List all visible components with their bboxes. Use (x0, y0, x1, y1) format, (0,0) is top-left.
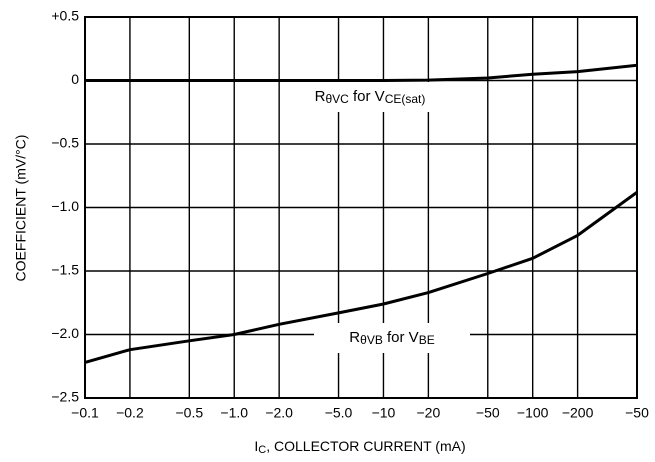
x-tick-label: −10 (372, 405, 396, 421)
x-axis-label-part: , COLLECTOR CURRENT (mA) (266, 438, 465, 454)
y-tick-label: 0 (71, 71, 79, 87)
x-axis-label: IC, COLLECTOR CURRENT (mA) (254, 438, 465, 456)
y-tick-label: +0.5 (51, 8, 79, 24)
x-tick-label: −0.5 (175, 405, 203, 421)
series-line (84, 191, 638, 364)
series-label-bg (292, 82, 448, 112)
x-tick-label: −0.2 (116, 405, 144, 421)
x-tick-label: −200 (562, 405, 594, 421)
series-label: RθVC for VCE(sat) (315, 88, 426, 106)
series-label-bg (314, 323, 470, 353)
x-tick-label: −50 (625, 405, 649, 421)
x-tick-label: −20 (417, 405, 441, 421)
series-label-part: BE (419, 333, 435, 347)
y-tick-label: −2.5 (51, 389, 79, 405)
series-label-part: R (349, 329, 360, 346)
y-tick-label: −0.5 (51, 135, 79, 151)
x-tick-label: −1.0 (220, 405, 248, 421)
series-label-part: CE(sat) (385, 92, 426, 106)
series-label-part: for V (349, 88, 385, 105)
series-label-part: for V (383, 329, 419, 346)
y-tick-label: −2.0 (51, 325, 79, 341)
x-tick-label: −0.1 (71, 405, 99, 421)
series-line (85, 63, 638, 82)
y-axis-label: COEFFICIENT (mV/°C) (13, 135, 29, 282)
y-tick-label: −1.0 (51, 198, 79, 214)
x-tick-label: −100 (517, 405, 549, 421)
series-label-part: R (315, 88, 326, 105)
series-label-part: θVB (360, 333, 383, 347)
x-tick-label: −5.0 (325, 405, 353, 421)
x-tick-label: −50 (476, 405, 500, 421)
series-label: RθVB for VBE (349, 329, 434, 347)
x-tick-label: −2.0 (265, 405, 293, 421)
series-label-part: θVC (325, 92, 349, 106)
y-tick-label: −1.5 (51, 262, 79, 278)
x-axis-label-part: C (258, 444, 266, 456)
x-axis-label-part: I (254, 438, 258, 454)
plot-frame (84, 16, 638, 399)
